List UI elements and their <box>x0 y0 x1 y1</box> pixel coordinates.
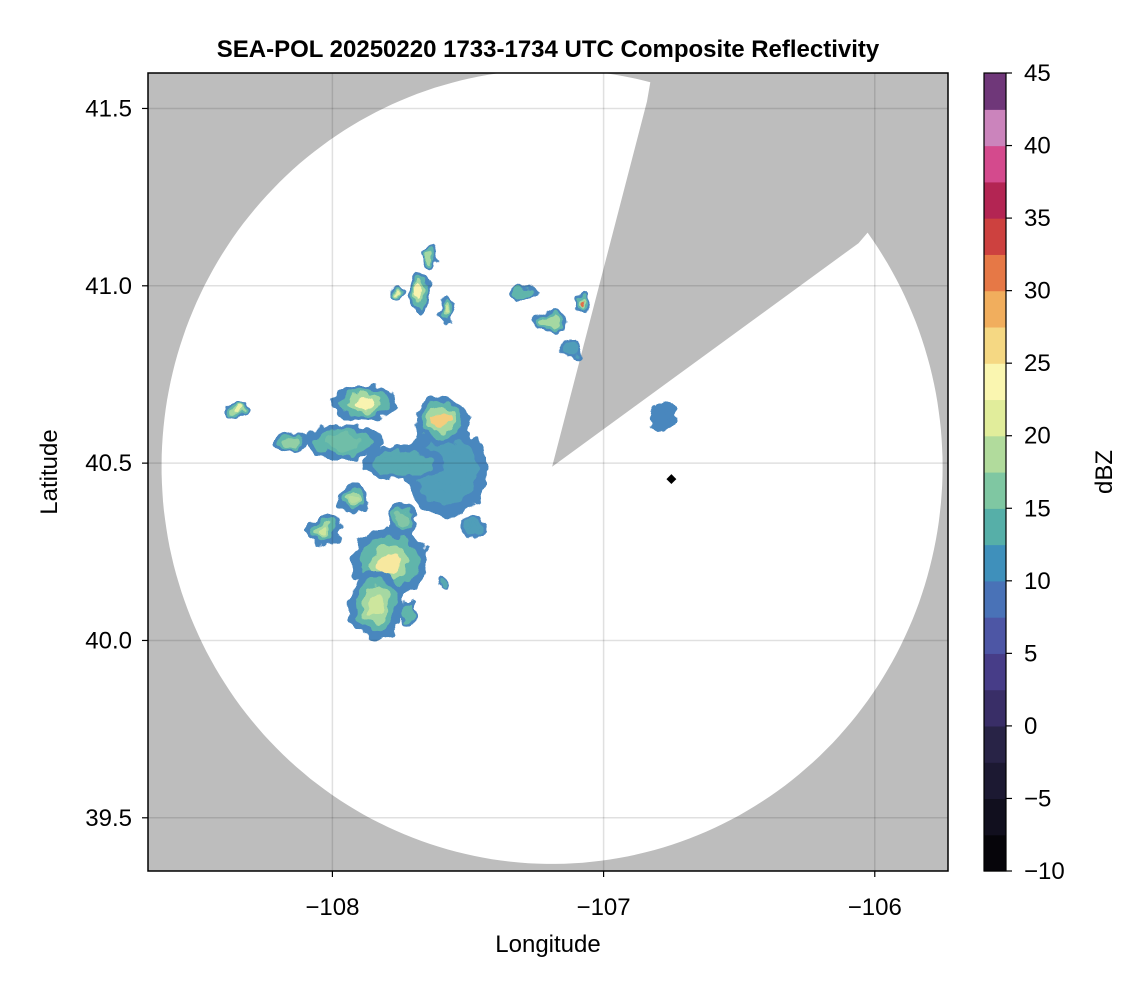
y-tick-label: 40.0 <box>85 627 132 654</box>
colorbar-ticks: −10 −5 0 5 10 15 20 25 30 35 40 45 <box>1006 60 1065 885</box>
colorbar-tick-label: 25 <box>1024 350 1051 377</box>
colorbar-tick-label: 5 <box>1024 640 1037 667</box>
y-axis-label: Latitude <box>36 429 63 514</box>
colorbar-segment <box>984 617 1006 654</box>
x-tick-label: −107 <box>577 894 631 921</box>
colorbar-segment <box>984 254 1006 292</box>
x-tick-label: −108 <box>305 894 359 921</box>
y-tick-label: 40.5 <box>85 450 132 477</box>
echo-cell <box>367 594 384 616</box>
colorbar-segment <box>984 218 1006 255</box>
echo-cell <box>543 318 556 325</box>
echo-cell <box>415 286 423 300</box>
colorbar-segment <box>984 762 1006 800</box>
colorbar-tick-label: 0 <box>1024 713 1037 740</box>
echo-cell <box>443 306 449 315</box>
y-axis-ticks: 39.5 40.0 40.5 41.0 41.5 <box>85 95 148 832</box>
colorbar-tick-label: −10 <box>1024 858 1065 885</box>
colorbar-frame <box>983 72 1007 872</box>
echo-cell <box>395 290 400 295</box>
colorbar-tick-label: 40 <box>1024 133 1051 160</box>
colorbar-tick-label: −5 <box>1024 785 1051 812</box>
echo-cell <box>427 254 433 261</box>
radar-site-marker <box>666 474 677 485</box>
colorbar <box>984 73 1006 872</box>
x-axis-label: Longitude <box>495 931 600 958</box>
colorbar-segment <box>984 290 1006 328</box>
echo-cell <box>579 300 585 307</box>
colorbar-segment <box>984 798 1006 836</box>
plot-area <box>148 73 948 871</box>
echo-cell <box>319 526 330 535</box>
colorbar-segment <box>984 689 1006 727</box>
colorbar-tick-label: 35 <box>1024 205 1051 232</box>
echo-cell <box>432 413 449 428</box>
colorbar-label: dBZ <box>1091 450 1118 494</box>
echo-cell <box>518 290 527 295</box>
colorbar-segment <box>984 508 1006 546</box>
chart-title: SEA-POL 20250220 1733-1734 UTC Composite… <box>217 36 880 63</box>
colorbar-segment <box>984 725 1006 763</box>
echo-cell <box>567 346 575 353</box>
colorbar-tick-label: 15 <box>1024 495 1051 522</box>
reflectivity-echoes <box>223 246 677 641</box>
colorbar-tick-label: 30 <box>1024 278 1051 305</box>
echo-cell <box>469 523 478 531</box>
echo-cell <box>405 607 411 617</box>
colorbar-segment <box>984 653 1006 691</box>
radar-coverage-area <box>161 73 943 864</box>
colorbar-tick-label: 45 <box>1024 60 1051 87</box>
x-tick-label: −106 <box>848 894 902 921</box>
colorbar-tick-label: 20 <box>1024 423 1051 450</box>
echo-cell <box>286 438 297 446</box>
colorbar-segment <box>984 363 1006 401</box>
echo-cell <box>349 494 359 503</box>
y-tick-label: 41.5 <box>85 95 132 122</box>
y-tick-label: 39.5 <box>85 805 132 832</box>
colorbar-tick-label: 10 <box>1024 568 1051 595</box>
echo-cell <box>233 407 242 412</box>
echo-cell <box>331 436 355 448</box>
colorbar-segment <box>984 544 1006 582</box>
echo-cell <box>442 581 446 586</box>
echo-cell <box>398 514 407 526</box>
colorbar-segment <box>984 326 1006 364</box>
echo-cell <box>355 397 375 409</box>
grid-lines <box>148 73 948 871</box>
plot-frame <box>147 72 949 872</box>
colorbar-segment <box>984 834 1006 872</box>
colorbar-segment <box>984 109 1006 147</box>
y-tick-label: 41.0 <box>85 273 132 300</box>
echo-cell <box>390 457 416 469</box>
colorbar-segment <box>984 399 1006 437</box>
colorbar-segment <box>984 472 1006 509</box>
colorbar-segment <box>984 580 1006 618</box>
colorbar-segment <box>984 73 1006 110</box>
colorbar-segment <box>984 145 1006 183</box>
echo-cell <box>378 551 401 574</box>
colorbar-segment <box>984 181 1006 219</box>
echo-cell <box>659 412 668 422</box>
x-axis-ticks: −108 −107 −106 <box>305 871 902 921</box>
colorbar-segment <box>984 435 1006 473</box>
